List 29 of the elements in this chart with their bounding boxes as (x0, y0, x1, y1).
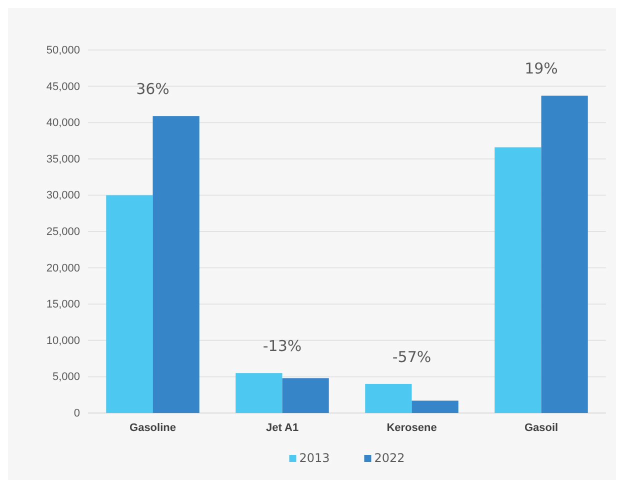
legend-label: 2022 (374, 451, 405, 465)
y-tick-label: 45,000 (46, 80, 80, 93)
x-tick-label: Jet A1 (266, 422, 299, 434)
x-tick-label: Kerosene (386, 422, 437, 434)
y-tick-label: 20,000 (46, 262, 80, 274)
bar (152, 116, 200, 413)
y-tick-label: 40,000 (46, 117, 80, 130)
y-tick-label: 0 (74, 408, 80, 420)
bar (282, 378, 329, 413)
x-tick-label: Gasoline (130, 422, 176, 434)
y-tick-label: 50,000 (46, 44, 80, 57)
bar (106, 195, 153, 413)
x-tick-label: Gasoil (524, 422, 558, 434)
y-tick-label: 35,000 (46, 153, 80, 166)
y-tick-label: 5,000 (52, 371, 80, 384)
y-tick-label: 10,000 (46, 334, 80, 347)
annotation: -13% (262, 337, 302, 356)
bar (236, 373, 282, 413)
y-tick-label: 25,000 (46, 226, 80, 238)
bar (494, 147, 542, 413)
annotation: -57% (392, 348, 432, 366)
y-tick-label: 30,000 (46, 190, 80, 202)
legend-label: 2013 (299, 451, 330, 465)
y-tick-label: 15,000 (46, 298, 80, 311)
bar (365, 384, 412, 413)
bar (412, 400, 458, 413)
annotation: 36% (136, 80, 170, 98)
annotation: 19% (524, 60, 558, 78)
bar (541, 96, 588, 413)
